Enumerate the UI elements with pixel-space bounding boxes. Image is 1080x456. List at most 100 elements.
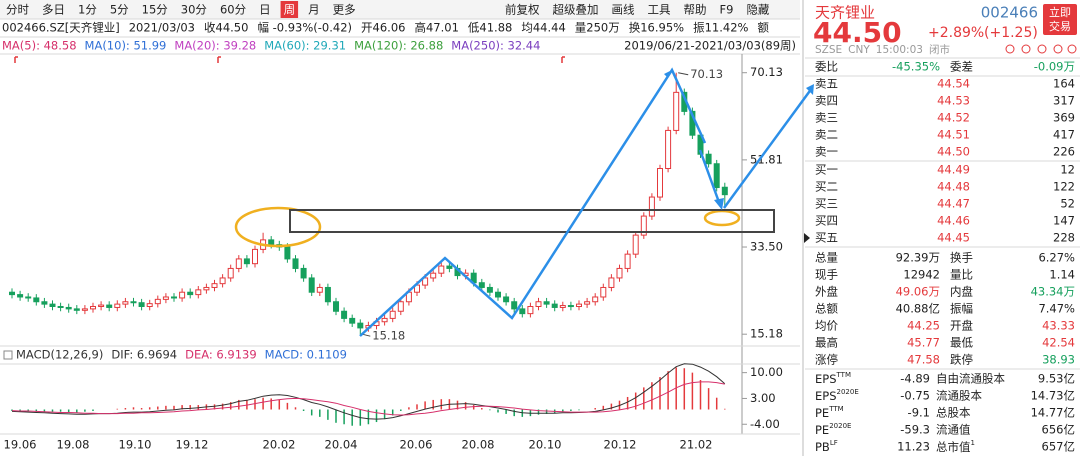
stat-value: 42.54 — [1042, 336, 1075, 350]
period-tab[interactable]: 60分 — [220, 3, 247, 17]
tool-button[interactable]: 超级叠加 — [553, 3, 599, 17]
candle-body — [648, 196, 655, 217]
period-tab[interactable]: 15分 — [142, 3, 169, 17]
change-pct: +2.89% — [928, 25, 984, 41]
stat-value: 43.33 — [1042, 319, 1075, 333]
fin-label: 自由流通股本 — [936, 372, 1005, 386]
tool-button[interactable]: 前复权 — [505, 3, 540, 17]
period-tab[interactable]: 周 — [284, 3, 296, 17]
book-value: -45.35% — [892, 60, 940, 74]
period-markers — [14, 56, 565, 63]
candle-body — [665, 129, 672, 169]
tool-button[interactable]: 帮助 — [684, 3, 707, 17]
candle-body — [203, 286, 210, 291]
ma-legend: MA(5): 48.58 — [2, 39, 77, 53]
candle-body — [235, 258, 242, 269]
x-tick-label: 19.10 — [119, 438, 152, 452]
stat-value: 44.25 — [907, 319, 940, 333]
tool-button[interactable]: 隐藏 — [746, 3, 769, 17]
period-tab[interactable]: 月 — [308, 3, 320, 17]
stock-code: 002466 — [981, 4, 1038, 22]
candle-body — [146, 303, 153, 308]
info-field: 幅 -0.93%(-0.42) — [257, 21, 352, 35]
x-tick-label: 20.08 — [462, 438, 495, 452]
fin-value: -9.1 — [908, 406, 930, 420]
trend-line — [722, 87, 814, 209]
fin-label-main: EPS — [815, 372, 837, 386]
candle-body — [503, 296, 510, 303]
stat-value: 12942 — [903, 268, 940, 282]
fin-label-sup: TTM — [828, 405, 843, 413]
info-field: 量250万 — [575, 21, 620, 35]
info-field: 002466.SZ[天齐锂业] — [2, 21, 120, 35]
toolbar-bg — [0, 0, 800, 19]
ma-legend: MA(60): 29.31 — [264, 39, 346, 53]
button-label[interactable]: 交易 — [1049, 19, 1071, 33]
market-status: SZSE — [815, 44, 842, 56]
tool-button[interactable]: F9 — [720, 3, 734, 17]
fin-label-sup: 1 — [971, 439, 975, 447]
stat-label: 开盘 — [950, 319, 973, 333]
stat-value: 43.34万 — [1031, 285, 1075, 299]
book-price: 44.46 — [937, 214, 970, 228]
candle-body — [219, 277, 226, 285]
book-value: -0.09万 — [1034, 60, 1075, 74]
low-label: 15.18 — [372, 329, 405, 343]
candle-body — [81, 308, 88, 311]
candle-body — [657, 167, 663, 198]
candle-body — [640, 215, 647, 236]
ma-legend: MA(20): 39.28 — [174, 39, 256, 53]
arrow-head — [806, 84, 814, 95]
period-tab[interactable]: 1分 — [78, 3, 97, 17]
period-tab[interactable]: 日 — [259, 3, 271, 17]
period-tab[interactable]: 更多 — [333, 3, 356, 17]
status-icons — [1005, 44, 1077, 54]
candle-body — [519, 308, 526, 315]
x-tick-label: 20.12 — [604, 438, 637, 452]
book-volume: 317 — [1053, 94, 1075, 108]
market-status: 闭市 — [929, 43, 950, 56]
stat-label: 内盘 — [950, 285, 973, 299]
macd-icon[interactable] — [3, 350, 13, 360]
fin-label-sup: LF — [830, 439, 838, 447]
candle-body — [576, 303, 582, 308]
stat-value: 47.58 — [907, 353, 940, 367]
fin-label: EPSTTM — [815, 371, 851, 386]
market-status: 15:00:03 — [876, 44, 923, 56]
candle-body — [268, 239, 275, 246]
candle-body — [527, 306, 534, 315]
period-tab[interactable]: 30分 — [181, 3, 208, 17]
tool-button[interactable]: 画线 — [612, 3, 635, 17]
book-price: 44.45 — [937, 231, 970, 245]
info-field: 换16.95% — [629, 21, 684, 35]
book-label: 卖一 — [815, 145, 838, 159]
book-price: 44.47 — [937, 197, 970, 211]
candle-body — [341, 310, 348, 319]
info-field: 均44.44 — [521, 21, 565, 35]
candle-body — [511, 301, 518, 310]
ma-legend: MA(250): 32.44 — [451, 39, 540, 53]
tool-button[interactable]: 工具 — [648, 3, 671, 17]
stat-value: 7.47% — [1038, 302, 1075, 316]
stat-label: 总量 — [815, 251, 838, 265]
fin-label: 流通值 — [936, 423, 971, 437]
info-field: 额 — [757, 21, 769, 35]
candle-body — [478, 282, 485, 288]
candle-body — [624, 253, 631, 269]
book-label: 卖三 — [815, 111, 838, 125]
candle-body — [584, 301, 591, 305]
x-tick-label: 20.04 — [325, 438, 358, 452]
trade-button[interactable] — [1043, 4, 1077, 35]
low-pointer — [362, 333, 371, 337]
collapse-arrow[interactable] — [804, 233, 810, 243]
button-label[interactable]: 立即 — [1049, 5, 1071, 19]
period-tab[interactable]: 分时 — [6, 3, 29, 17]
candle-body — [162, 296, 169, 300]
period-tab[interactable]: 5分 — [110, 3, 129, 17]
period-tab[interactable]: 多日 — [42, 3, 65, 17]
fin-label: PBLF — [815, 439, 838, 454]
candle-body — [632, 234, 639, 255]
stat-value: 38.93 — [1042, 353, 1075, 367]
fin-label: EPS2020E — [815, 388, 859, 403]
